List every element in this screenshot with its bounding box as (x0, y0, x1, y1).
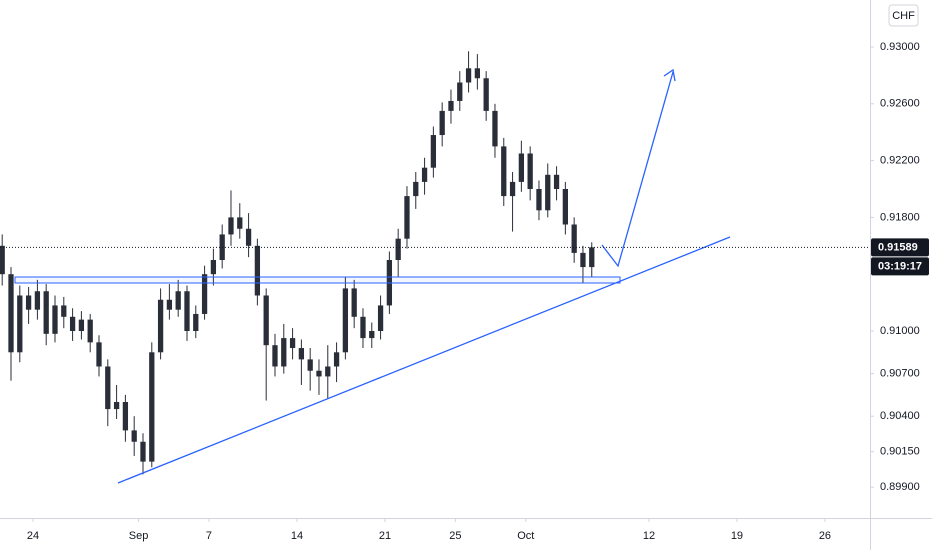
candle-body (69, 316, 76, 331)
candle-body (25, 295, 32, 310)
candle-body (580, 252, 586, 268)
candle-body (272, 345, 278, 367)
y-tick-label: 0.91800 (880, 211, 920, 223)
support-zone (14, 276, 621, 284)
x-tick-label: 26 (819, 530, 831, 542)
candle-body (571, 224, 577, 253)
candle-body (421, 167, 428, 182)
y-tick-label: 0.91000 (880, 325, 920, 337)
candle-body (254, 245, 261, 296)
candle-body (122, 401, 129, 431)
x-tick-label: 7 (206, 530, 212, 542)
candle-body (8, 274, 14, 353)
candle-body (131, 430, 137, 442)
candle-body (360, 316, 366, 339)
candle-body (395, 238, 401, 260)
projection-arrow (601, 71, 674, 268)
candle-body (351, 288, 357, 317)
x-tick-label: Sep (129, 530, 149, 542)
x-tick-label: 14 (291, 530, 303, 542)
candle-body (492, 110, 498, 147)
arrow-head (663, 68, 676, 82)
candle-body (333, 352, 340, 367)
candle-body (237, 217, 243, 229)
countdown-label: 03:19:17 (878, 260, 922, 272)
candle-body (0, 245, 5, 275)
candle-body (184, 291, 190, 331)
candle-body (439, 110, 445, 136)
currency-label: CHF (892, 10, 915, 22)
candle-body (105, 366, 111, 410)
candle-body (589, 247, 595, 268)
candle-body (465, 68, 472, 83)
y-tick-label: 0.92600 (880, 98, 920, 110)
y-tick-label: 0.93000 (880, 41, 920, 53)
candle-body (527, 153, 533, 189)
candle-body (175, 291, 181, 310)
candle-body (201, 274, 208, 314)
candle-body (289, 338, 296, 349)
y-tick-label: 0.90400 (880, 410, 920, 422)
x-tick-label: 24 (27, 530, 39, 542)
candle-body (518, 153, 525, 182)
candle-body (316, 370, 322, 377)
candle-body (536, 188, 542, 211)
candle-body (325, 366, 331, 377)
candle-body (457, 82, 463, 101)
candle-body (430, 135, 437, 168)
candle-body (87, 319, 93, 343)
countdown-box (871, 257, 929, 276)
candle-body (96, 342, 102, 367)
candle-body (369, 330, 375, 339)
candle-body (307, 359, 313, 371)
candle-body (245, 228, 252, 246)
last-price-box (871, 238, 929, 257)
candle-body (263, 295, 269, 346)
last-price-label: 0.91589 (878, 241, 918, 253)
candle-body (210, 259, 217, 275)
candle-body (404, 196, 410, 239)
candle-body (413, 181, 419, 197)
candle-body (166, 299, 173, 310)
candle-body (78, 319, 85, 331)
candle-body (562, 188, 569, 225)
candle-body (140, 441, 146, 462)
x-tick-label: Oct (517, 530, 534, 542)
trend-line (117, 236, 731, 484)
candle-body (545, 174, 551, 211)
candle-body (149, 352, 155, 462)
candle-body (483, 78, 489, 111)
candle-body (501, 146, 507, 197)
y-tick-label: 0.92200 (880, 155, 920, 167)
candle-body (281, 338, 287, 367)
candle-body (157, 299, 164, 353)
x-tick-label: 19 (731, 530, 743, 542)
candle-body (193, 313, 199, 331)
y-tick-label: 0.90700 (880, 367, 920, 379)
candle-body (377, 305, 384, 331)
y-tick-label: 0.90150 (880, 446, 920, 458)
x-tick-label: 25 (449, 530, 461, 542)
candle-body (61, 305, 67, 317)
candle-body (113, 401, 120, 410)
candle-body (34, 291, 41, 310)
currency-box[interactable] (888, 4, 919, 27)
candle-body (17, 295, 23, 353)
candle-body (553, 174, 560, 189)
x-tick-label: 21 (379, 530, 391, 542)
candle-body (43, 291, 49, 334)
candle-body (52, 305, 58, 334)
candle-body (509, 181, 516, 197)
y-tick-label: 0.89900 (880, 481, 920, 493)
candle-body (228, 217, 234, 235)
x-tick-label: 12 (643, 530, 655, 542)
candle-body (298, 348, 305, 360)
candle-body (474, 68, 481, 79)
candle-body (448, 100, 454, 111)
candle-body (342, 288, 349, 353)
plot (0, 51, 595, 475)
